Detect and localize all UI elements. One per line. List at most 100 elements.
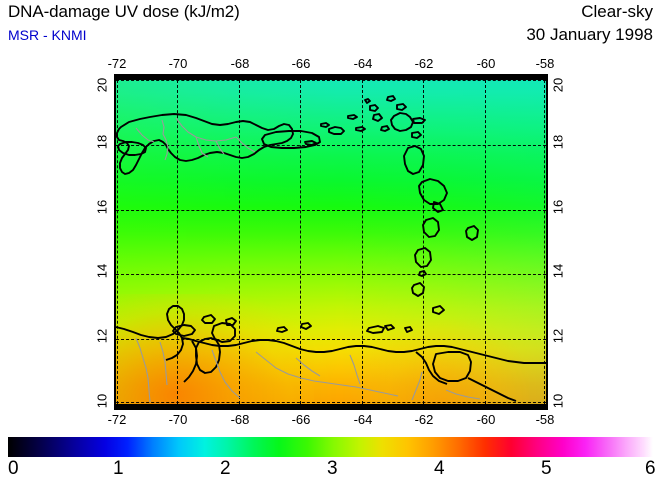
- coastline-paraguana-peninsula: [211, 322, 236, 343]
- tick-lat-right-2: 14: [550, 263, 566, 279]
- uv-dose-field: [116, 80, 546, 404]
- data-source-label: MSR - KNMI: [8, 27, 87, 43]
- tick-lat-right-3: 16: [550, 199, 566, 215]
- tick-lat-right-5: 20: [550, 77, 566, 93]
- coastline-trinidad: [432, 351, 472, 382]
- tick-lon-top-0: -72: [107, 56, 127, 71]
- colorbar-tick-3: 3: [327, 458, 338, 479]
- coastline-la-tortuga: [276, 326, 288, 333]
- river-orinoco-upper: [255, 351, 399, 397]
- colorbar-tick-6: 6: [645, 458, 656, 479]
- coastline-barbuda: [386, 95, 396, 102]
- coastline-curacao: [201, 314, 216, 324]
- colorbar-gradient: [8, 437, 653, 457]
- coastline-antigua: [396, 103, 407, 111]
- tick-lon-bot-5: -62: [414, 412, 434, 427]
- coastline-hispaniola: [116, 113, 294, 175]
- coastline-st-vincent: [414, 247, 432, 268]
- page-title: DNA-damage UV dose (kJ/m2): [8, 2, 240, 21]
- tick-lon-top-1: -70: [168, 56, 188, 71]
- tick-lon-top-2: -68: [230, 56, 250, 71]
- tick-lon-bot-4: -64: [353, 412, 373, 427]
- coastline-barbados: [465, 225, 479, 241]
- coastline-overlay: [116, 95, 546, 403]
- river-magdalena: [135, 337, 151, 403]
- border-dominican-internal-3: [215, 140, 225, 155]
- colorbar-tick-1: 1: [113, 458, 124, 479]
- coastline-orinoco-delta: [467, 377, 517, 402]
- river-venezuela-central: [349, 354, 361, 385]
- coastline-st-martin: [369, 104, 379, 112]
- coastline-st-lucia: [422, 217, 440, 238]
- river-apure: [295, 357, 321, 377]
- coastline-margarita: [366, 325, 385, 334]
- coastline-margarita-east: [384, 324, 395, 331]
- coastline-grenadines: [418, 270, 427, 277]
- tick-lat-right-1: 12: [550, 328, 566, 344]
- coastline-gulf-of-paria: [415, 351, 448, 385]
- tick-lon-bot-7: -58: [535, 412, 555, 427]
- sky-condition-label: Clear-sky: [581, 2, 653, 21]
- coastline-montserrat: [380, 125, 390, 132]
- tick-lat-left-3: 16: [94, 199, 110, 215]
- map-axes-frame: [114, 74, 548, 410]
- tick-lat-left-1: 12: [94, 328, 110, 344]
- date-label: 30 January 1998: [526, 25, 653, 44]
- border-haiti-internal: [135, 127, 155, 143]
- border-dominican-internal-4: [235, 136, 256, 153]
- river-caroni: [411, 371, 423, 401]
- colorbar-tick-5: 5: [541, 458, 552, 479]
- coastline-virgin-islands-2: [320, 122, 330, 128]
- coastline-gulf-of-venezuela: [183, 340, 198, 383]
- tick-lon-top-7: -58: [535, 56, 555, 71]
- tick-lon-bot-0: -72: [107, 412, 127, 427]
- coastline-marie-galante: [411, 131, 422, 139]
- coastline-guadeloupe-east: [412, 117, 426, 124]
- tick-lat-left-2: 14: [94, 263, 110, 279]
- tick-lat-left-5: 20: [94, 77, 110, 93]
- coastline-south-america-north: [116, 305, 185, 361]
- coastline-grenada: [411, 282, 425, 297]
- border-dominican-internal-1: [175, 117, 237, 142]
- coastline-saba-statia: [364, 98, 371, 104]
- coastline-virgin-islands-1: [328, 126, 345, 135]
- coastline-trinidad-offshore: [432, 305, 445, 315]
- tick-lat-left-0: 10: [94, 393, 110, 409]
- coastline-martinique-tail: [432, 201, 444, 213]
- coastline-los-testigos: [404, 326, 413, 333]
- coastline-guajira-maracaibo: [181, 337, 546, 364]
- colorbar: 0 1 2 3 4 5 6: [0, 437, 660, 480]
- tick-lon-top-3: -66: [291, 56, 311, 71]
- coastline-puerto-rico: [261, 130, 321, 149]
- tick-lon-top-5: -62: [414, 56, 434, 71]
- colorbar-tick-0: 0: [8, 458, 19, 479]
- river-cauca: [159, 341, 168, 386]
- colorbar-tick-4: 4: [434, 458, 445, 479]
- border-dominican-internal-2: [195, 136, 209, 158]
- coastline-martinique: [418, 178, 448, 205]
- colorbar-tick-2: 2: [220, 458, 231, 479]
- coastline-anguilla: [347, 114, 358, 120]
- tick-lon-bot-6: -60: [476, 412, 496, 427]
- tick-lon-bot-3: -66: [291, 412, 311, 427]
- coastline-la-blanquilla: [300, 322, 312, 330]
- tick-lon-bot-2: -68: [230, 412, 250, 427]
- tick-lat-left-4: 18: [94, 134, 110, 150]
- uv-field-hotspot-venezuela: [356, 319, 529, 404]
- tick-lon-top-4: -64: [353, 56, 373, 71]
- coastline-virgin-islands-3: [304, 140, 317, 146]
- river-venezuela-east: [445, 389, 481, 400]
- tick-lon-bot-1: -70: [168, 412, 188, 427]
- tick-lon-top-6: -60: [476, 56, 496, 71]
- coastline-hispaniola-west-peninsula: [117, 141, 147, 156]
- tick-lat-right-0: 10: [550, 393, 566, 409]
- border-haiti-dominican-republic: [161, 119, 169, 161]
- coastline-dominica: [403, 145, 425, 175]
- border-colombia-venezuela: [211, 349, 241, 399]
- coastline-vieques: [355, 126, 366, 132]
- figure-header: DNA-damage UV dose (kJ/m2) MSR - KNMI Cl…: [0, 0, 660, 52]
- map-plot-area: [114, 74, 548, 410]
- tick-lat-right-4: 18: [550, 134, 566, 150]
- coastline-st-kitts-nevis: [372, 113, 383, 122]
